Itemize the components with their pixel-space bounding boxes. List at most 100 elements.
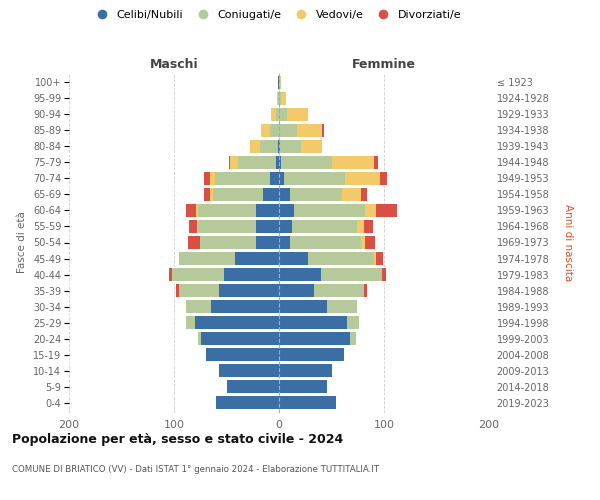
Bar xyxy=(229,156,230,169)
Text: Femmine: Femmine xyxy=(352,58,416,71)
Bar xyxy=(280,140,301,153)
Bar xyxy=(292,220,357,233)
Bar xyxy=(279,204,294,217)
Bar xyxy=(279,316,347,330)
Bar xyxy=(185,300,211,313)
Bar xyxy=(210,188,213,201)
Bar xyxy=(321,268,382,281)
Bar xyxy=(279,348,344,362)
Bar xyxy=(227,380,279,394)
Bar xyxy=(279,252,308,265)
Bar xyxy=(364,220,373,233)
Bar xyxy=(322,124,324,137)
Bar xyxy=(294,204,365,217)
Bar xyxy=(361,236,365,249)
Bar xyxy=(314,284,364,297)
Bar xyxy=(356,220,364,233)
Bar xyxy=(276,156,279,169)
Bar xyxy=(198,204,256,217)
Bar xyxy=(364,284,367,297)
Bar xyxy=(297,124,322,137)
Bar xyxy=(281,92,286,104)
Bar xyxy=(279,76,281,88)
Bar xyxy=(279,156,281,169)
Bar xyxy=(172,268,224,281)
Bar xyxy=(202,332,279,345)
Bar xyxy=(224,268,279,281)
Bar xyxy=(179,252,235,265)
Bar xyxy=(276,108,279,121)
Bar xyxy=(196,204,198,217)
Bar xyxy=(278,92,279,104)
Bar xyxy=(373,156,378,169)
Bar xyxy=(342,188,361,201)
Bar xyxy=(279,364,331,378)
Bar xyxy=(380,172,387,185)
Bar xyxy=(278,76,279,88)
Bar xyxy=(328,300,356,313)
Bar xyxy=(281,156,331,169)
Bar xyxy=(279,396,336,409)
Bar xyxy=(261,124,269,137)
Text: Maschi: Maschi xyxy=(149,58,199,71)
Bar xyxy=(279,172,284,185)
Bar xyxy=(279,92,281,104)
Legend: Celibi/Nubili, Coniugati/e, Vedovi/e, Divorziati/e: Celibi/Nubili, Coniugati/e, Vedovi/e, Di… xyxy=(86,6,466,25)
Bar xyxy=(290,236,361,249)
Bar xyxy=(219,284,279,297)
Text: COMUNE DI BRIATICO (VV) - Dati ISTAT 1° gennaio 2024 - Elaborazione TUTTITALIA.I: COMUNE DI BRIATICO (VV) - Dati ISTAT 1° … xyxy=(12,466,379,474)
Bar xyxy=(198,332,202,345)
Bar xyxy=(376,204,397,217)
Bar xyxy=(263,188,279,201)
Bar xyxy=(195,316,279,330)
Bar xyxy=(271,108,276,121)
Bar xyxy=(185,316,195,330)
Bar xyxy=(256,220,279,233)
Bar xyxy=(205,188,210,201)
Bar xyxy=(179,284,219,297)
Bar xyxy=(238,156,276,169)
Bar xyxy=(279,140,280,153)
Bar xyxy=(198,220,256,233)
Bar xyxy=(279,108,287,121)
Bar xyxy=(279,284,314,297)
Bar xyxy=(350,332,356,345)
Bar xyxy=(382,268,386,281)
Y-axis label: Fasce di età: Fasce di età xyxy=(17,212,28,274)
Bar xyxy=(365,204,376,217)
Bar xyxy=(256,204,279,217)
Bar xyxy=(260,140,278,153)
Bar xyxy=(250,140,260,153)
Bar xyxy=(269,172,279,185)
Bar xyxy=(205,348,279,362)
Bar xyxy=(365,236,374,249)
Bar xyxy=(200,236,256,249)
Bar xyxy=(230,156,238,169)
Bar xyxy=(278,140,279,153)
Bar xyxy=(210,172,215,185)
Bar xyxy=(279,380,328,394)
Bar xyxy=(189,220,197,233)
Bar xyxy=(301,140,322,153)
Bar xyxy=(279,236,290,249)
Bar xyxy=(256,236,279,249)
Bar xyxy=(277,92,278,104)
Bar xyxy=(216,396,279,409)
Bar xyxy=(279,188,290,201)
Bar xyxy=(215,172,269,185)
Y-axis label: Anni di nascita: Anni di nascita xyxy=(563,204,574,281)
Bar xyxy=(373,252,376,265)
Bar xyxy=(176,284,179,297)
Bar xyxy=(185,204,196,217)
Bar xyxy=(347,316,359,330)
Bar xyxy=(287,108,308,121)
Bar xyxy=(376,252,383,265)
Bar xyxy=(279,268,321,281)
Bar xyxy=(361,188,367,201)
Bar xyxy=(290,188,342,201)
Bar xyxy=(345,172,380,185)
Bar xyxy=(269,124,279,137)
Bar xyxy=(169,268,172,281)
Bar xyxy=(279,332,350,345)
Bar xyxy=(235,252,279,265)
